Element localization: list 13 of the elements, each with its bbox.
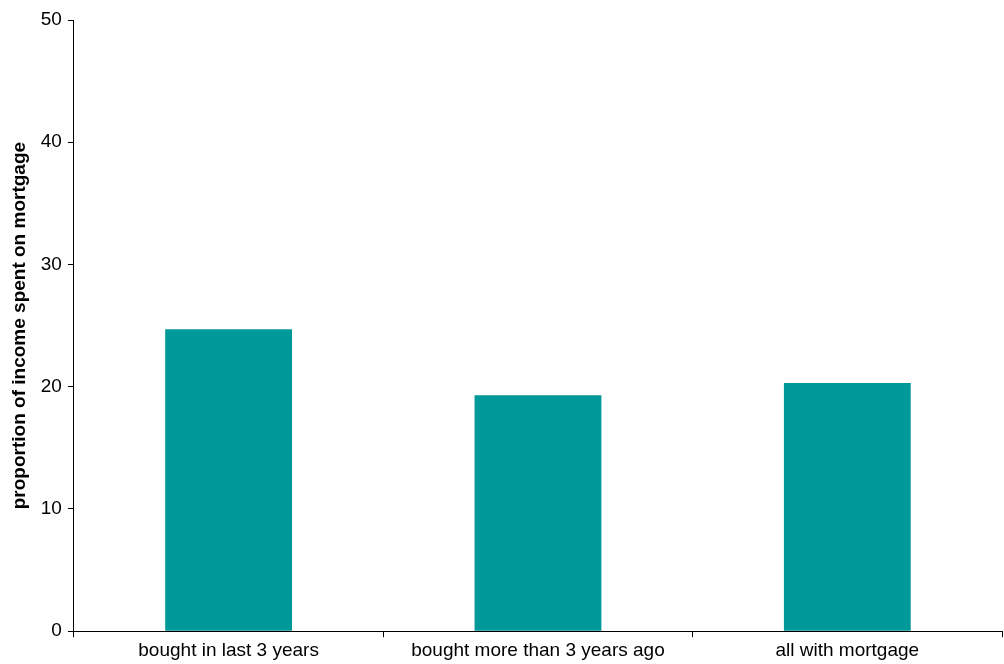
y-tick-label: 30 (40, 252, 62, 274)
y-tick-label: 40 (40, 130, 62, 152)
y-tick-label: 50 (40, 8, 62, 30)
bar (165, 329, 293, 631)
y-tick-label: 20 (40, 374, 62, 396)
y-axis-title: proportion of income spent on mortgage (7, 141, 29, 510)
y-tick-label: 0 (51, 619, 62, 641)
y-tick-label: 10 (40, 497, 62, 519)
x-tick-label: bought in last 3 years (138, 638, 319, 660)
x-tick-label: bought more than 3 years ago (411, 638, 665, 660)
bar (474, 395, 602, 631)
bar (783, 383, 911, 631)
x-tick-label: all with mortgage (775, 638, 920, 660)
